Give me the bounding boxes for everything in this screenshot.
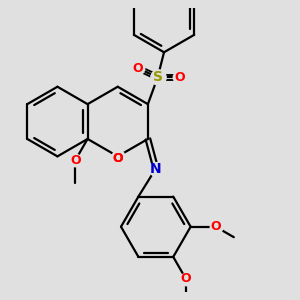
Text: O: O [112,152,123,165]
Text: O: O [133,62,143,75]
Text: O: O [210,220,221,233]
Text: S: S [153,70,163,84]
Text: O: O [174,71,184,84]
Text: O: O [70,154,81,166]
Text: O: O [112,152,123,165]
Text: N: N [150,162,162,176]
Text: O: O [181,272,191,285]
